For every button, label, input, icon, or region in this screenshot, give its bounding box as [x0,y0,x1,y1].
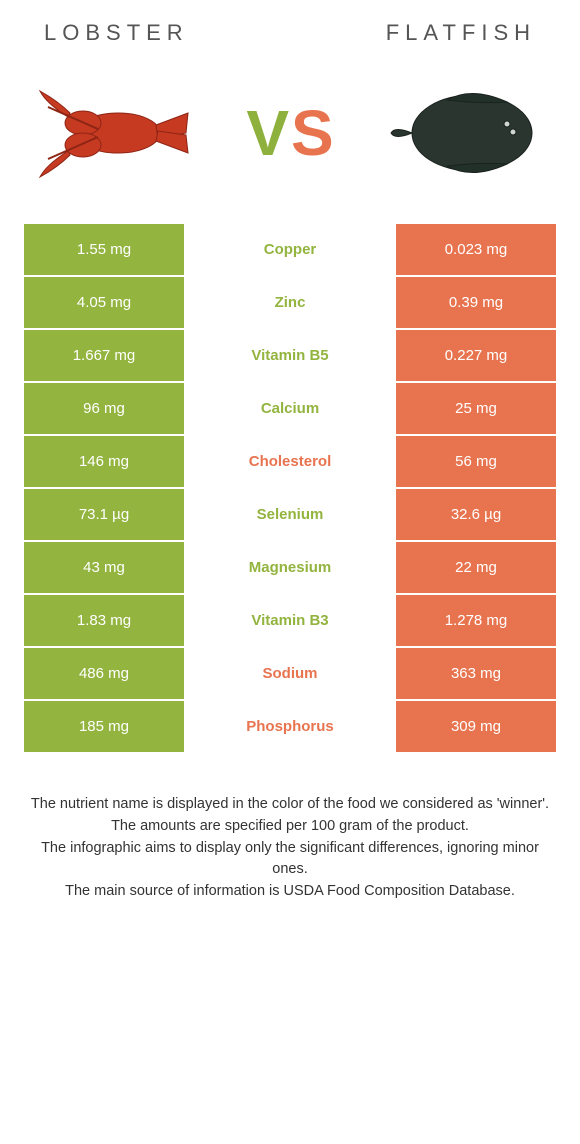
table-row: 1.667 mgVitamin B50.227 mg [24,330,556,383]
flatfish-image [382,68,552,198]
flatfish-icon [387,78,547,188]
left-value: 185 mg [24,701,184,752]
right-value: 0.227 mg [396,330,556,381]
right-value: 309 mg [396,701,556,752]
nutrient-name: Sodium [184,648,396,699]
table-row: 43 mgMagnesium22 mg [24,542,556,595]
table-row: 73.1 µgSelenium32.6 µg [24,489,556,542]
right-value: 0.39 mg [396,277,556,328]
right-value: 32.6 µg [396,489,556,540]
table-row: 1.83 mgVitamin B31.278 mg [24,595,556,648]
table-row: 1.55 mgCopper0.023 mg [24,224,556,277]
lobster-image [28,68,198,198]
lobster-icon [28,73,198,193]
left-value: 1.667 mg [24,330,184,381]
table-row: 146 mgCholesterol56 mg [24,436,556,489]
vs-s: S [291,96,334,170]
footer-line: The main source of information is USDA F… [30,881,550,903]
nutrient-name: Cholesterol [184,436,396,487]
right-food-title: Flatfish [386,20,536,46]
table-row: 486 mgSodium363 mg [24,648,556,701]
nutrient-name: Magnesium [184,542,396,593]
nutrient-name: Zinc [184,277,396,328]
right-value: 0.023 mg [396,224,556,275]
left-value: 4.05 mg [24,277,184,328]
left-value: 146 mg [24,436,184,487]
left-value: 96 mg [24,383,184,434]
table-row: 96 mgCalcium25 mg [24,383,556,436]
footer-notes: The nutrient name is displayed in the co… [24,794,556,903]
right-value: 1.278 mg [396,595,556,646]
nutrient-name: Vitamin B3 [184,595,396,646]
right-value: 56 mg [396,436,556,487]
table-row: 4.05 mgZinc0.39 mg [24,277,556,330]
nutrient-name: Copper [184,224,396,275]
left-value: 486 mg [24,648,184,699]
left-value: 43 mg [24,542,184,593]
vs-label: VS [246,96,333,170]
nutrient-name: Vitamin B5 [184,330,396,381]
nutrient-name: Selenium [184,489,396,540]
vs-v: V [246,96,289,170]
right-value: 25 mg [396,383,556,434]
nutrient-name: Phosphorus [184,701,396,752]
right-value: 22 mg [396,542,556,593]
nutrient-name: Calcium [184,383,396,434]
hero-row: VS [24,56,556,216]
footer-line: The infographic aims to display only the… [30,838,550,882]
left-value: 73.1 µg [24,489,184,540]
footer-line: The amounts are specified per 100 gram o… [30,816,550,838]
left-food-title: Lobster [44,20,189,46]
right-value: 363 mg [396,648,556,699]
left-value: 1.55 mg [24,224,184,275]
left-value: 1.83 mg [24,595,184,646]
table-row: 185 mgPhosphorus309 mg [24,701,556,754]
comparison-table: 1.55 mgCopper0.023 mg4.05 mgZinc0.39 mg1… [24,224,556,754]
footer-line: The nutrient name is displayed in the co… [30,794,550,816]
